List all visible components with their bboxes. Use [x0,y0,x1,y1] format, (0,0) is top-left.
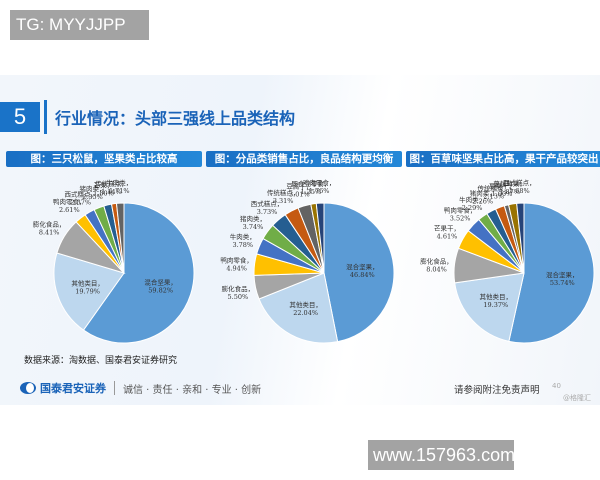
slice-label: 西式糕点， 1.68% [503,178,536,195]
slice-label: 膨化食品， 8.04% [420,256,453,273]
slice-label: 豆腐干， 3.01% [286,182,312,199]
pie-slice [258,272,339,344]
slice-label: 混合坚果， 46.84% [346,262,379,279]
slice-label: 豆腐干， 1.00% [489,181,515,198]
slice-label: 其他类目， 22.04% [289,300,322,317]
slice-label: 鸡肉零食， 1.76% [303,178,336,195]
pie-slice [53,252,125,331]
credit: @格隆汇 [563,394,591,402]
slice-label: 猪肉类， 3.74% [240,214,266,231]
logo-icon [20,382,36,394]
slice-label: 牛肉类， 1.71% [106,178,132,195]
disclaimer: 请参阅附注免责声明 [454,385,540,396]
watermark-top: TG: MYYJJPP [10,10,149,40]
slice-label: 猪肉类， 2.26% [470,188,496,205]
section-divider [44,100,47,134]
slice-label: 牛肉类， 3.78% [230,232,256,249]
slice-label: 即食豆零食， 1.25% [291,179,330,196]
slice-label: 鸭肉零食， 2.61% [53,197,86,214]
slice-label: 混合坚果， 59.82% [144,278,177,295]
slice-label: 芒果干， 4.61% [434,223,460,240]
slice-label: 西式糕点， 3.73% [251,199,284,216]
brand-name: 国泰君安证券 [40,382,106,395]
slice-label: 膨化食品， 8.41% [33,220,66,237]
section-number: 5 [0,102,40,132]
slice-label: 传统糕点， 2.13% [477,183,510,200]
slice-label: 牛肉类， 2.29% [459,195,485,212]
slice-label: 芒果， 1.80% [93,180,114,197]
chart-panel-3: 图：百草味坚果占比高，果干产品较突出 混合坚果， 53.74% 其他类目， 19.37… [406,151,600,351]
slide-title: 行业情况：头部三强线上品类结构 [55,109,296,128]
slide: 5 行业情况：头部三强线上品类结构 图：三只松鼠，坚果类占比较高 混合坚果， 59… [0,75,600,405]
pie-chart-three-squirrels: 混合坚果， 59.82% 其他类目， 19.79% 膨化食品， 8.41% 鸭肉零食， 2.6… [33,178,195,344]
watermark-bottom: www.157963.com [368,440,515,470]
pie-chart-be-and-cheery: 混合坚果， 53.74% 其他类目， 19.37% 膨化食品， 8.04% 芒果干， 4.61… [420,178,595,344]
pie-slice [454,272,525,342]
divider [114,381,115,395]
slice-label: 传统糕点， 3.31% [267,188,300,205]
slice-label: 猪肉类， 2.35% [80,184,106,201]
slice-label: 鸭肉零食， 4.94% [220,255,253,272]
pie-slice [323,202,395,343]
slice-label: 膨化食品， 5.50% [222,284,255,301]
chart-panel-2: 图：分品类销售占比，良品结构更均衡 混合坚果， 46.84% 其他类目， 22.04%… [206,151,402,351]
pie-slice [508,202,595,344]
chart-title: 图：分品类销售占比，良品结构更均衡 [206,151,402,167]
pie-slice [315,202,325,274]
pie-slice [516,202,525,274]
pie-chart-bestore: 混合坚果， 46.84% 其他类目， 22.04% 膨化食品， 5.50% 鸭肉零食， 4.9… [220,178,395,344]
chart-title: 图：百草味坚果占比高，果干产品较突出 [406,151,600,167]
slice-label: 其他类目， 19.37% [480,292,513,309]
chart-title: 图：三只松鼠，坚果类占比较高 [6,151,202,167]
data-source: 数据来源：淘数据、国泰君安证券研究 [24,356,178,366]
pie-slice [82,202,195,344]
slice-label: 鸭肉零食， 3.52% [444,205,477,222]
motto: 诚信 · 责任 · 亲和 · 专业 · 创新 [123,384,262,396]
slice-label: 西式糕点， 2.37% [64,189,97,206]
slice-label: 混合坚果， 53.74% [546,270,579,287]
slice-label: 其他类目， 19.79% [71,279,104,296]
slice-label: 蔓越莓果， 1.87% [493,179,526,196]
pie-slice [115,202,125,274]
slice-label: 传统糕点， 1.14% [95,179,128,196]
brand-logo: 国泰君安证券 诚信 · 责任 · 亲和 · 专业 · 创新 [20,380,261,396]
chart-panel-1: 图：三只松鼠，坚果类占比较高 混合坚果， 59.82% 其他类目， 19.79% 膨化食… [6,151,202,351]
page-number: 40 [552,382,561,390]
